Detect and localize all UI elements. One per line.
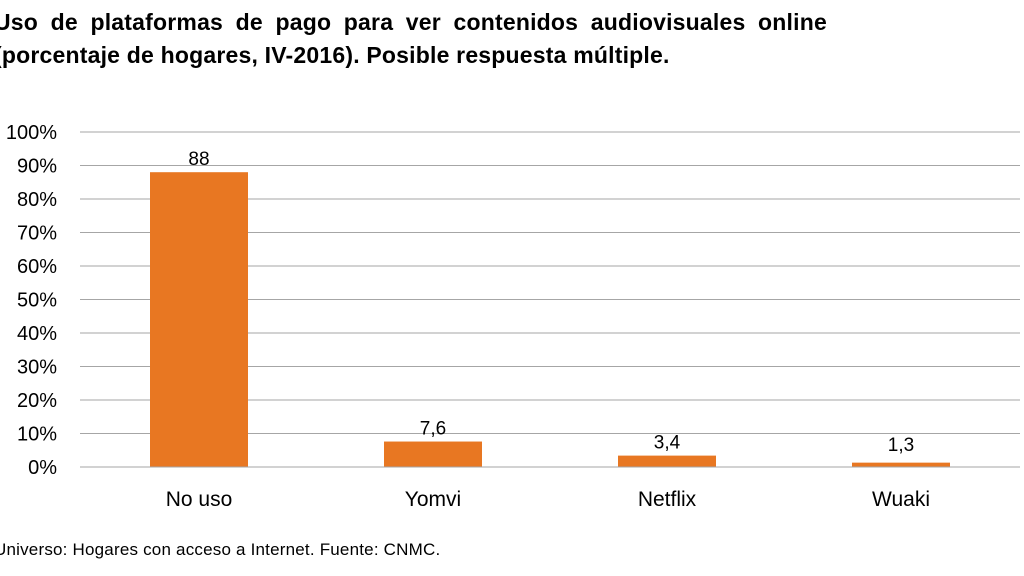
bar (618, 455, 716, 467)
y-tick-label: 40% (17, 323, 57, 345)
x-tick-label: No uso (166, 488, 233, 511)
data-label: 1,3 (888, 435, 914, 456)
y-tick-label: 30% (17, 357, 57, 379)
data-label: 7,6 (420, 419, 446, 440)
y-tick-label: 70% (17, 223, 57, 245)
chart-title-line-1: Uso de plataformas de pago para ver cont… (0, 9, 827, 35)
y-tick-label: 90% (17, 156, 57, 178)
x-tick-label: Netflix (638, 488, 697, 511)
bar (150, 172, 248, 467)
x-tick-label: Yomvi (405, 488, 461, 511)
chart-title-line-2: (porcentaje de hogares, IV-2016). Posibl… (0, 42, 670, 68)
y-tick-label: 100% (6, 122, 57, 144)
source-note: Universo: Hogares con acceso a Internet.… (0, 540, 441, 559)
y-tick-label: 80% (17, 189, 57, 211)
bar (384, 441, 482, 467)
y-tick-label: 10% (17, 424, 57, 446)
y-tick-label: 60% (17, 256, 57, 278)
x-axis-tick-labels: No uso Yomvi Netflix Wuaki (166, 488, 930, 511)
data-label: 88 (188, 149, 209, 170)
bar (852, 462, 950, 467)
y-tick-label: 50% (17, 290, 57, 312)
chart-title: Uso de plataformas de pago para ver cont… (0, 6, 827, 72)
bars (150, 172, 950, 467)
x-tick-label: Wuaki (872, 488, 930, 511)
data-labels: 88 7,6 3,4 1,3 (188, 149, 914, 456)
y-axis-tick-labels: 0% 10% 20% 30% 40% 50% 60% 70% 80% 90% 100% (6, 122, 57, 479)
data-label: 3,4 (654, 433, 681, 454)
y-tick-label: 20% (17, 390, 57, 412)
y-tick-label: 0% (28, 457, 57, 479)
